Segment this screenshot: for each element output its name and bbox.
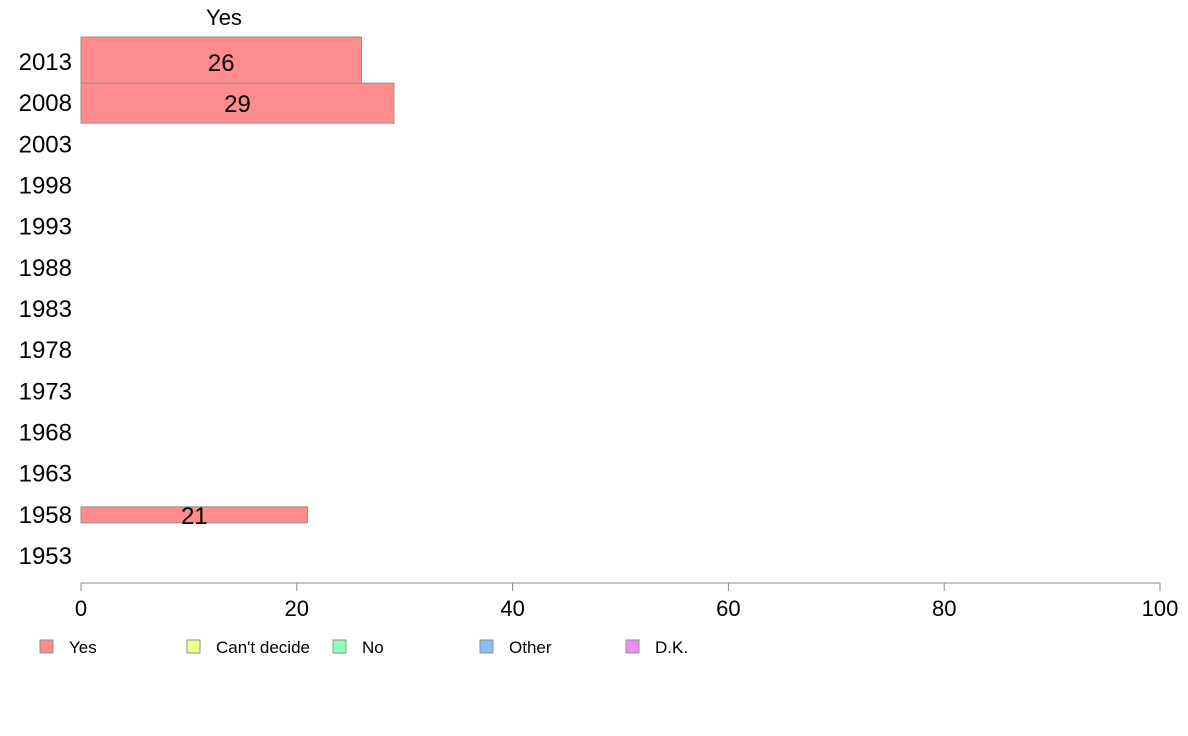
- bar-labels: 26 29 21: [181, 50, 251, 530]
- year-label: 1973: [19, 378, 72, 405]
- legend-label: D.K.: [655, 638, 688, 657]
- x-tick-label: 40: [500, 596, 524, 621]
- x-tick-label: 80: [932, 596, 956, 621]
- year-label: 1953: [19, 543, 72, 570]
- year-label: 2008: [19, 90, 72, 117]
- legend-swatch: [332, 639, 347, 654]
- legend-swatch: [39, 639, 54, 654]
- year-label: 1983: [19, 296, 72, 323]
- x-tick-label: 0: [75, 596, 87, 621]
- x-axis: 0 20 40 60 80 100: [75, 582, 1179, 621]
- legend-swatch: [625, 639, 640, 654]
- legend-swatch: [479, 639, 494, 654]
- x-tick-label: 60: [716, 596, 740, 621]
- bar: [80, 82, 395, 124]
- year-label: 1968: [19, 420, 72, 447]
- year-label: 1988: [19, 255, 72, 282]
- bar-value-label: 29: [224, 91, 251, 118]
- x-tick-label: 20: [285, 596, 309, 621]
- column-header: Yes: [206, 5, 242, 30]
- bar: [80, 506, 309, 524]
- bar-value-label: 21: [181, 503, 208, 530]
- year-label: 1958: [19, 502, 72, 529]
- year-label: 1963: [19, 461, 72, 488]
- legend-label: Yes: [69, 638, 97, 657]
- legend: Yes Can't decide No Other D.K.: [39, 638, 688, 657]
- year-labels: 2013 2008 2003 1998 1993 1988 1983 1978 1973 1968…: [19, 49, 72, 570]
- bar: [80, 36, 363, 88]
- x-tick-label: 100: [1142, 596, 1179, 621]
- legend-label: Can't decide: [216, 638, 310, 657]
- legend-swatch: [186, 639, 201, 654]
- bar-value-label: 26: [208, 50, 235, 77]
- legend-label: No: [362, 638, 384, 657]
- year-label: 2003: [19, 131, 72, 158]
- year-label: 1978: [19, 337, 72, 364]
- year-label: 2013: [19, 49, 72, 76]
- year-label: 1993: [19, 214, 72, 241]
- legend-label: Other: [509, 638, 552, 657]
- bars: [80, 36, 395, 524]
- year-label: 1998: [19, 173, 72, 200]
